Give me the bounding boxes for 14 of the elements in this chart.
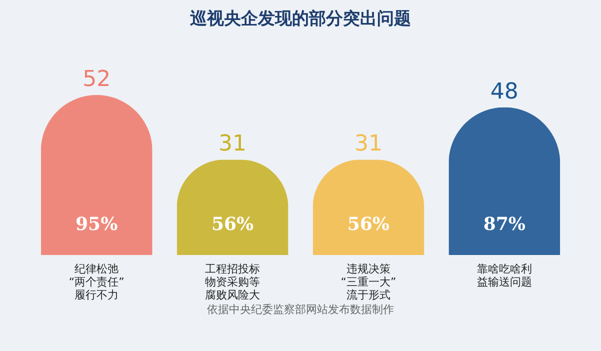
annotation: 95% bbox=[76, 214, 118, 235]
x-tick-label: 纪律松弛“两个责任”履行不力 bbox=[68, 262, 124, 302]
x-tick-label: 靠啥吃啥利益输送问题 bbox=[476, 262, 532, 288]
data-label: 52 bbox=[82, 67, 111, 92]
x-tick-label: 工程招投标物资采购等腐败风险大 bbox=[205, 262, 260, 302]
data-label: 31 bbox=[218, 132, 247, 157]
chart-title: 巡视央企发现的部分突出问题 bbox=[189, 9, 411, 29]
annotation: 87% bbox=[483, 214, 526, 235]
text: 依据中央纪委监察部网站发布数据制作 bbox=[206, 302, 395, 317]
data-label: 31 bbox=[354, 132, 382, 157]
annotation: 56% bbox=[347, 214, 390, 235]
data-label: 48 bbox=[490, 79, 518, 104]
x-tick-label: 违规决策“三重一大”流于形式 bbox=[340, 262, 396, 302]
annotation: 56% bbox=[211, 214, 254, 235]
